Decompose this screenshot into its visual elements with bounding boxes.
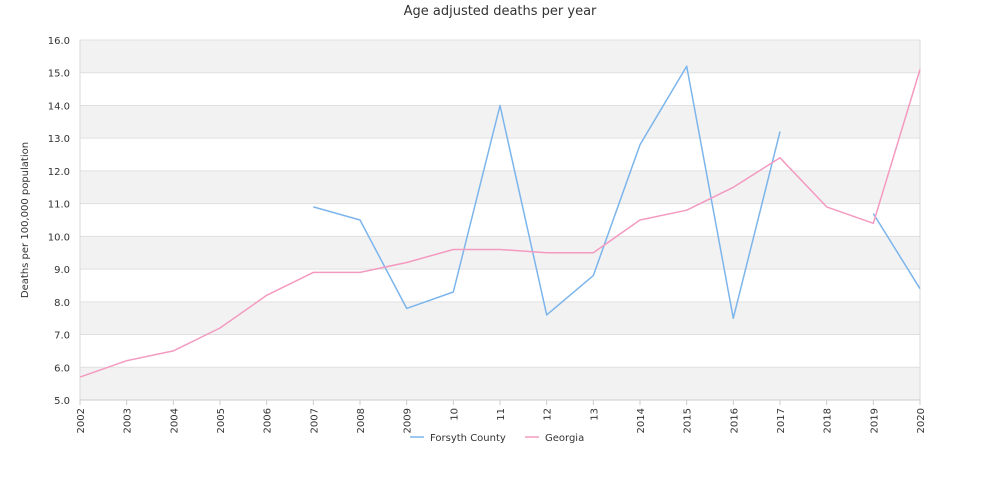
x-tick-label: 11 (496, 408, 507, 421)
y-tick-label: 13.0 (48, 134, 70, 145)
y-tick-label: 12.0 (48, 167, 70, 178)
y-axis-title: Deaths per 100,000 population (20, 142, 31, 298)
x-tick-label: 2004 (169, 408, 180, 433)
legend-item-georgia-label[interactable]: Georgia (545, 433, 584, 444)
grid-band (80, 170, 920, 204)
x-tick-label: 2008 (356, 408, 367, 433)
x-tick-label: 13 (589, 408, 600, 421)
y-tick-label: 15.0 (48, 69, 70, 80)
x-tick-label: 2009 (403, 408, 414, 433)
x-tick-label: 2017 (776, 408, 787, 433)
x-tick-label: 2005 (216, 408, 227, 433)
x-tick-label: 12 (543, 408, 554, 421)
y-tick-label: 8.0 (54, 298, 70, 309)
x-tick-label: 2018 (823, 408, 834, 433)
x-tick-label: 2007 (309, 408, 320, 433)
grid-band (80, 236, 920, 270)
x-tick-label: 2015 (683, 408, 694, 433)
grid-band (80, 105, 920, 139)
x-tick-label: 2002 (76, 408, 87, 433)
legend-item-forsyth-county-label[interactable]: Forsyth County (430, 433, 506, 444)
x-tick-label: 2019 (869, 408, 880, 433)
grid-band (80, 40, 920, 73)
grid-band (80, 367, 920, 400)
x-tick-label: 2020 (916, 408, 927, 433)
series-line-georgia (79, 69, 921, 378)
series-line-forsyth-county (313, 65, 781, 319)
y-tick-label: 11.0 (48, 200, 70, 211)
y-tick-label: 7.0 (54, 331, 70, 342)
series-line-forsyth-county (872, 213, 921, 290)
y-tick-label: 6.0 (54, 363, 70, 374)
chart-title: Age adjusted deaths per year (403, 4, 597, 19)
y-tick-label: 9.0 (54, 265, 70, 276)
x-tick-label: 10 (449, 408, 460, 421)
y-tick-label: 10.0 (48, 232, 70, 243)
y-tick-label: 16.0 (48, 36, 70, 47)
grid-band (80, 301, 920, 335)
y-tick-label: 14.0 (48, 101, 70, 112)
x-tick-label: 2014 (636, 408, 647, 433)
x-tick-label: 2016 (729, 408, 740, 433)
y-tick-label: 5.0 (54, 396, 70, 407)
x-tick-label: 2006 (263, 408, 274, 433)
x-tick-label: 2003 (123, 408, 134, 433)
